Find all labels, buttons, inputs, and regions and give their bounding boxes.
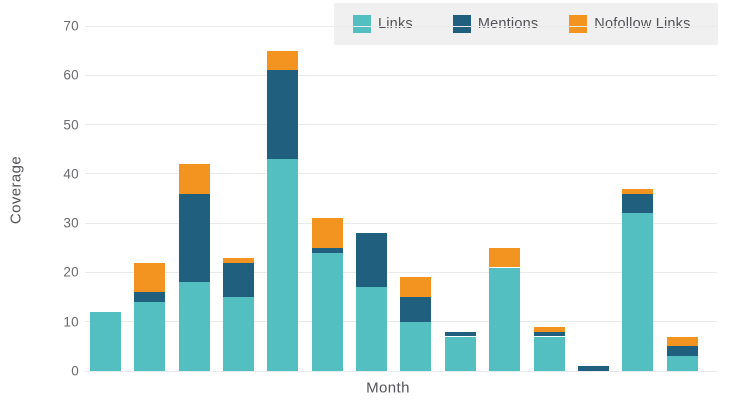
- bar-13-segment-links: [622, 213, 654, 371]
- bar-11-segment-mentions: [533, 331, 565, 337]
- bar-3-segment-nofollow-links: [178, 164, 210, 194]
- y-tick-label-20: 20: [63, 264, 79, 280]
- bar-6-segment-nofollow-links: [311, 218, 343, 248]
- bar-11-segment-nofollow-links: [533, 326, 565, 332]
- bar-8-segment-links: [400, 321, 432, 371]
- bar-4-segment-nofollow-links: [223, 257, 255, 263]
- bar-4-segment-mentions: [223, 262, 255, 298]
- gridline-40: [85, 173, 717, 175]
- bar-5-segment-nofollow-links: [267, 50, 299, 71]
- y-axis-title: Coverage: [7, 155, 25, 225]
- y-tick-label-70: 70: [63, 18, 79, 34]
- legend-label: Mentions: [477, 16, 539, 32]
- gridline-50: [85, 124, 717, 126]
- legend-item-mentions: Mentions: [452, 15, 539, 33]
- legend-label: Nofollow Links: [594, 16, 691, 32]
- bar-7-segment-links: [356, 287, 388, 371]
- legend: Links Mentions Nofollow Links: [334, 3, 718, 45]
- y-tick-label-30: 30: [63, 215, 79, 231]
- bar-14-segment-links: [666, 356, 698, 371]
- mentions-swatch-icon: [452, 15, 471, 33]
- x-axis-title: Month: [366, 379, 410, 397]
- y-tick-label-40: 40: [63, 166, 79, 182]
- bar-12-segment-mentions: [577, 366, 609, 371]
- y-tick-label-60: 60: [63, 67, 79, 83]
- gridline-60: [85, 74, 717, 76]
- bar-6-segment-mentions: [311, 247, 343, 253]
- bar-4-segment-links: [223, 297, 255, 371]
- y-tick-label-50: 50: [63, 117, 79, 133]
- legend-item-links: Links: [353, 15, 413, 33]
- gridline-0: [85, 370, 717, 372]
- bar-10-segment-nofollow-links: [489, 247, 521, 268]
- bar-5-segment-mentions: [267, 70, 299, 160]
- bar-2-segment-links: [134, 302, 166, 371]
- bar-2-segment-nofollow-links: [134, 262, 166, 293]
- bar-3-segment-links: [178, 282, 210, 371]
- bar-9-segment-links: [444, 336, 476, 371]
- bar-14-segment-nofollow-links: [666, 336, 698, 347]
- legend-item-nofollow-links: Nofollow Links: [569, 15, 690, 33]
- bar-3-segment-mentions: [178, 193, 210, 283]
- gridline-20: [85, 271, 717, 273]
- bar-14-segment-mentions: [666, 346, 698, 357]
- bar-9-segment-mentions: [444, 331, 476, 337]
- y-tick-label-10: 10: [63, 314, 79, 330]
- bar-1-segment-links: [90, 311, 121, 371]
- bar-8-segment-mentions: [400, 297, 432, 322]
- bar-6-segment-links: [311, 252, 343, 371]
- bar-13-segment-mentions: [622, 193, 654, 214]
- y-tick-label-0: 0: [71, 363, 79, 379]
- bar-5-segment-links: [267, 159, 299, 371]
- bar-8-segment-nofollow-links: [400, 277, 432, 298]
- gridline-30: [85, 222, 717, 224]
- nofollow-links-swatch-icon: [569, 15, 588, 33]
- legend-label: Links: [378, 16, 413, 32]
- bar-2-segment-mentions: [134, 292, 166, 302]
- bar-11-segment-links: [533, 336, 565, 371]
- bar-13-segment-nofollow-links: [622, 188, 654, 194]
- bar-10-segment-links: [489, 267, 521, 371]
- bar-7-segment-mentions: [356, 233, 388, 288]
- gridline-70: [85, 25, 717, 27]
- links-swatch-icon: [353, 15, 371, 33]
